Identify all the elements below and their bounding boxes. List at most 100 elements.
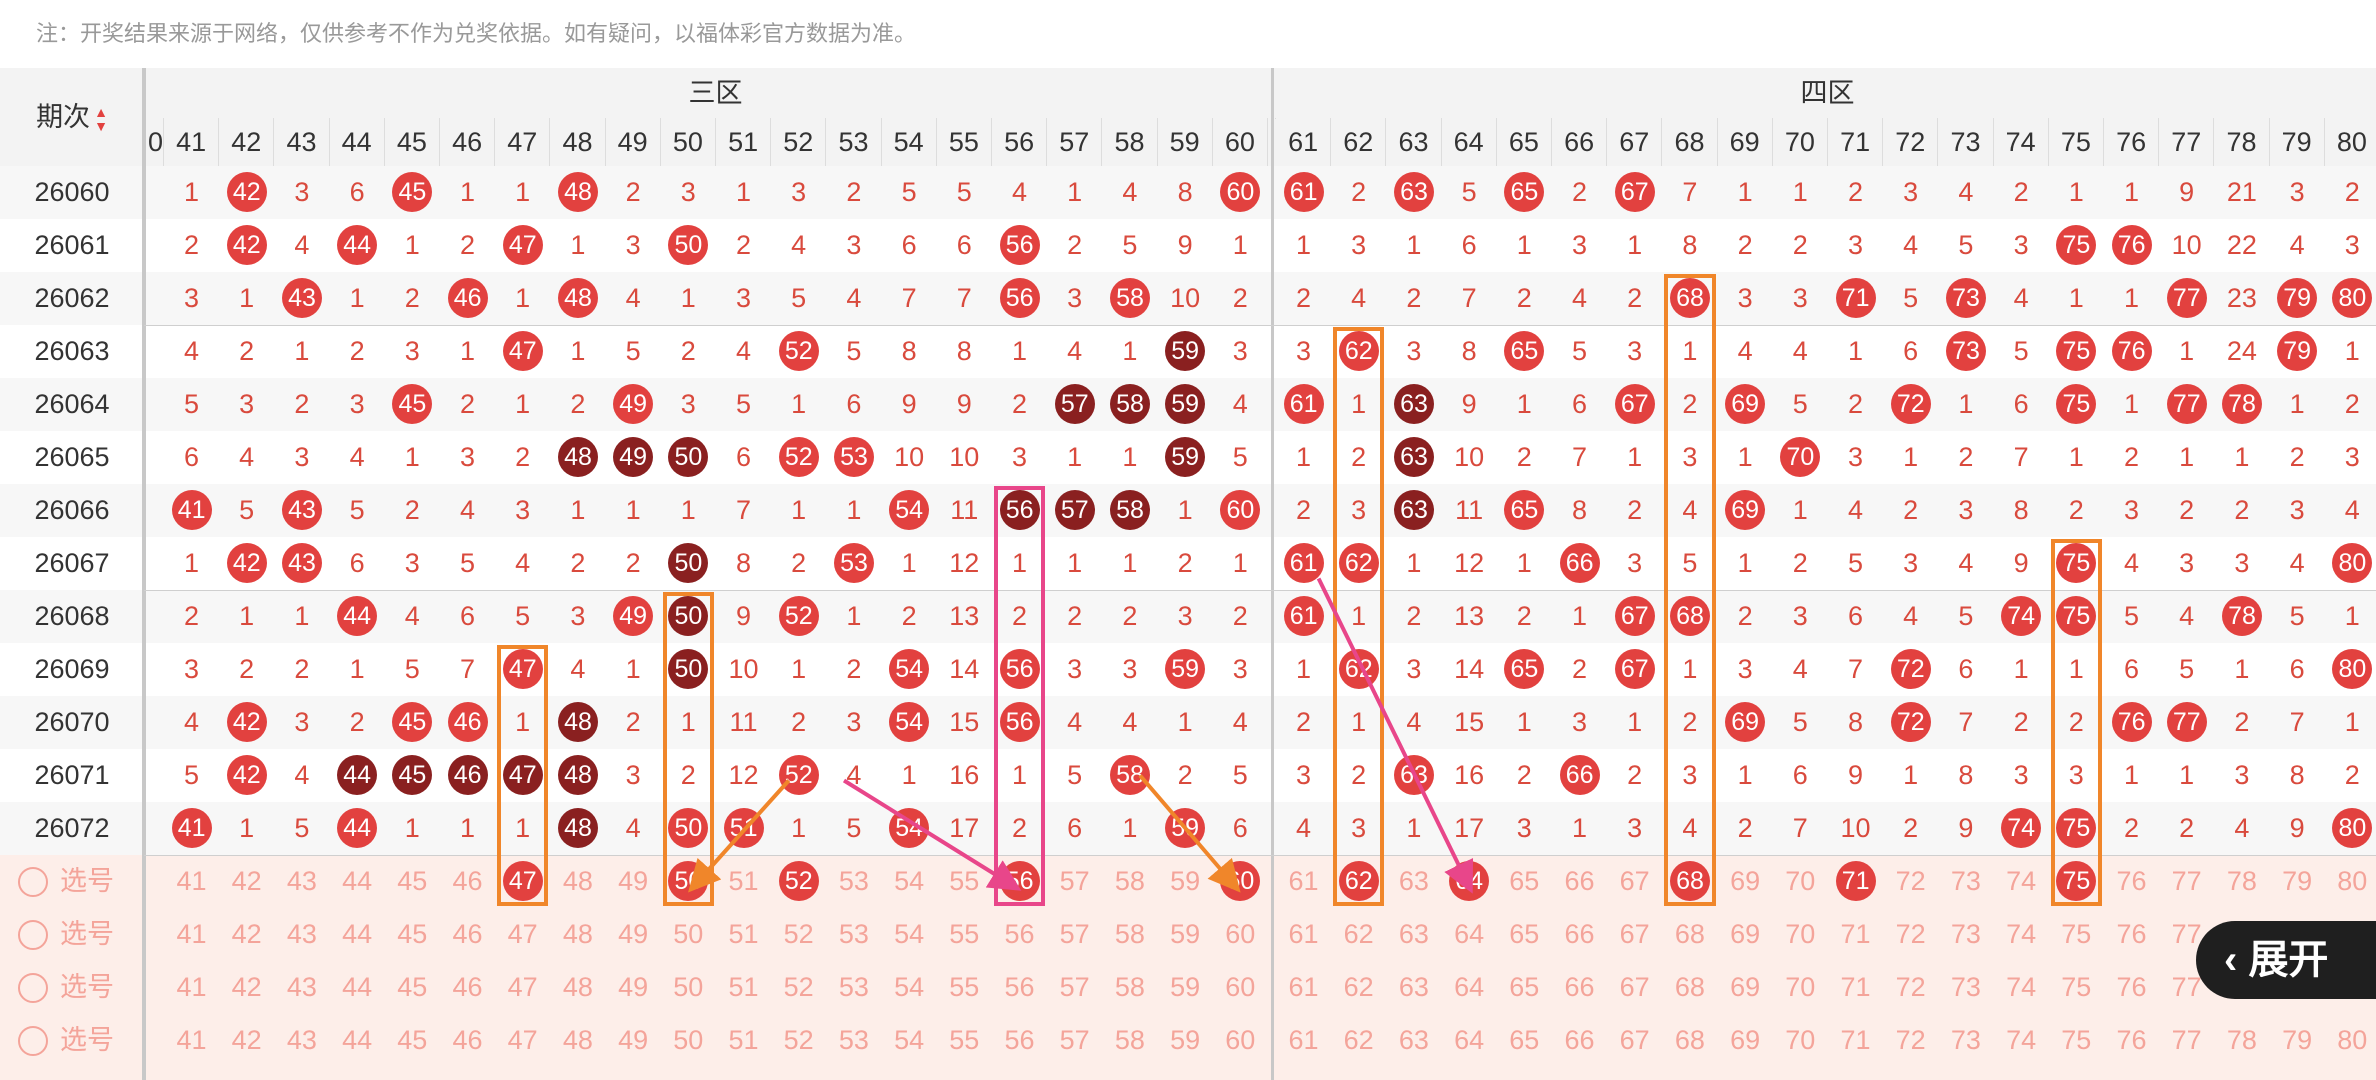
pick-number[interactable]: 54 <box>894 1025 925 1055</box>
pick-number[interactable]: 55 <box>949 1025 980 1055</box>
pick-number[interactable]: 48 <box>562 972 593 1002</box>
pick-number[interactable]: 77 <box>2171 1025 2202 1055</box>
pick-number[interactable]: 55 <box>949 919 980 949</box>
pick-number[interactable]: 49 <box>618 919 649 949</box>
pick-number[interactable]: 76 <box>2116 1025 2147 1055</box>
pick-number[interactable]: 59 <box>1170 972 1201 1002</box>
pick-number[interactable]: 68 <box>1674 972 1705 1002</box>
pick-number[interactable]: 74 <box>2006 1025 2037 1055</box>
pick-number[interactable]: 75 <box>2061 1025 2092 1055</box>
pick-number[interactable]: 65 <box>1509 919 1540 949</box>
pick-number[interactable]: 74 <box>2006 866 2037 896</box>
selected-number-ball[interactable]: 52 <box>778 861 819 901</box>
pick-number[interactable]: 41 <box>176 1025 207 1055</box>
pick-number[interactable]: 64 <box>1454 1025 1485 1055</box>
pick-number[interactable]: 60 <box>1225 972 1256 1002</box>
pick-number[interactable]: 72 <box>1895 972 1926 1002</box>
pick-number[interactable]: 57 <box>1059 1025 1090 1055</box>
selected-number-ball[interactable]: 75 <box>2056 861 2097 901</box>
pick-number[interactable]: 58 <box>1114 919 1145 949</box>
pick-number[interactable]: 42 <box>231 919 262 949</box>
pick-number[interactable]: 54 <box>894 866 925 896</box>
pick-number[interactable]: 61 <box>1288 866 1319 896</box>
pick-number[interactable]: 51 <box>728 866 759 896</box>
pick-number[interactable]: 69 <box>1730 1025 1761 1055</box>
pick-number[interactable]: 46 <box>452 1025 483 1055</box>
pick-number[interactable]: 67 <box>1619 1025 1650 1055</box>
pick-number[interactable]: 63 <box>1398 919 1429 949</box>
pick-number[interactable]: 44 <box>342 919 373 949</box>
pick-number[interactable]: 51 <box>728 919 759 949</box>
pick-number[interactable]: 48 <box>562 866 593 896</box>
pick-number[interactable]: 65 <box>1509 866 1540 896</box>
pick-number[interactable]: 71 <box>1840 1025 1871 1055</box>
pick-number[interactable]: 73 <box>1950 972 1981 1002</box>
pick-number[interactable]: 62 <box>1343 972 1374 1002</box>
pick-number[interactable]: 79 <box>2282 866 2313 896</box>
pick-number[interactable]: 75 <box>2061 972 2092 1002</box>
pick-number[interactable]: 75 <box>2061 919 2092 949</box>
pick-number[interactable]: 41 <box>176 972 207 1002</box>
pick-number[interactable]: 67 <box>1619 972 1650 1002</box>
pick-number[interactable]: 45 <box>397 1025 428 1055</box>
pick-number[interactable]: 62 <box>1343 919 1374 949</box>
pick-number[interactable]: 42 <box>231 866 262 896</box>
pick-number[interactable]: 65 <box>1509 1025 1540 1055</box>
pick-number[interactable]: 49 <box>618 972 649 1002</box>
pick-label[interactable]: 选号 <box>60 919 114 949</box>
pick-number[interactable]: 53 <box>838 866 869 896</box>
pick-number[interactable]: 63 <box>1398 866 1429 896</box>
pick-number[interactable]: 53 <box>838 1025 869 1055</box>
pick-number[interactable]: 61 <box>1288 972 1319 1002</box>
pick-number[interactable]: 76 <box>2116 866 2147 896</box>
pick-number[interactable]: 43 <box>286 1025 317 1055</box>
pick-number[interactable]: 68 <box>1674 1025 1705 1055</box>
pick-number[interactable]: 58 <box>1114 972 1145 1002</box>
pick-label[interactable]: 选号 <box>60 972 114 1002</box>
pick-number[interactable]: 68 <box>1674 919 1705 949</box>
pick-number[interactable]: 57 <box>1059 972 1090 1002</box>
pick-number[interactable]: 41 <box>176 919 207 949</box>
pick-number[interactable]: 76 <box>2116 972 2147 1002</box>
pick-number[interactable]: 45 <box>397 919 428 949</box>
pick-number[interactable]: 53 <box>838 972 869 1002</box>
pick-number[interactable]: 77 <box>2171 972 2202 1002</box>
pick-number[interactable]: 51 <box>728 1025 759 1055</box>
pick-number[interactable]: 43 <box>286 866 317 896</box>
pick-number[interactable]: 78 <box>2226 866 2257 896</box>
pick-number[interactable]: 48 <box>562 1025 593 1055</box>
pick-number[interactable]: 70 <box>1785 866 1816 896</box>
pick-number[interactable]: 46 <box>452 866 483 896</box>
pick-radio-icon[interactable] <box>18 867 48 897</box>
pick-number[interactable]: 77 <box>2171 866 2202 896</box>
pick-number[interactable]: 73 <box>1950 866 1981 896</box>
pick-number[interactable]: 52 <box>783 1025 814 1055</box>
pick-number[interactable]: 69 <box>1730 972 1761 1002</box>
pick-number[interactable]: 67 <box>1619 919 1650 949</box>
pick-number[interactable]: 45 <box>397 972 428 1002</box>
pick-number[interactable]: 56 <box>1004 919 1035 949</box>
pick-number[interactable]: 78 <box>2226 1025 2257 1055</box>
pick-number[interactable]: 69 <box>1730 866 1761 896</box>
pick-number[interactable]: 61 <box>1288 1025 1319 1055</box>
pick-number[interactable]: 47 <box>507 972 538 1002</box>
pick-number[interactable]: 44 <box>342 866 373 896</box>
pick-number[interactable]: 69 <box>1730 919 1761 949</box>
pick-number[interactable]: 50 <box>673 919 704 949</box>
pick-number[interactable]: 52 <box>783 972 814 1002</box>
pick-number[interactable]: 43 <box>286 972 317 1002</box>
pick-number[interactable]: 61 <box>1288 919 1319 949</box>
pick-number[interactable]: 66 <box>1564 972 1595 1002</box>
pick-number[interactable]: 72 <box>1895 866 1926 896</box>
pick-number[interactable]: 47 <box>507 1025 538 1055</box>
pick-number[interactable]: 59 <box>1170 1025 1201 1055</box>
pick-number[interactable]: 49 <box>618 1025 649 1055</box>
pick-number[interactable]: 63 <box>1398 1025 1429 1055</box>
selected-number-ball[interactable]: 64 <box>1449 861 1490 901</box>
pick-number[interactable]: 52 <box>783 919 814 949</box>
pick-number[interactable]: 44 <box>342 1025 373 1055</box>
pick-number[interactable]: 71 <box>1840 972 1871 1002</box>
pick-number[interactable]: 55 <box>949 866 980 896</box>
pick-number[interactable]: 42 <box>231 972 262 1002</box>
pick-number[interactable]: 64 <box>1454 972 1485 1002</box>
